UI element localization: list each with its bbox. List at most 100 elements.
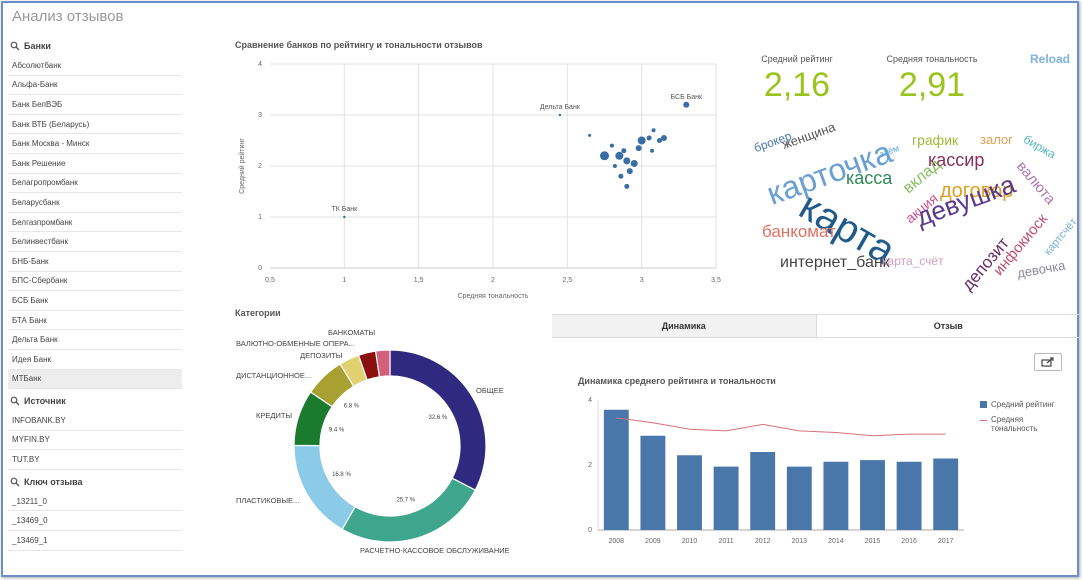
scatter-point-labeled[interactable] (683, 101, 690, 108)
rating-bar[interactable] (640, 435, 666, 530)
donut-slice[interactable] (374, 349, 391, 378)
filter-list-item[interactable]: Банк БелВЭБ (8, 95, 182, 115)
word-cloud-word[interactable]: интернет_банк (780, 254, 890, 271)
filter-list-item[interactable]: БНБ-Банк (8, 252, 182, 272)
scatter-point-label: БСБ Банк (671, 94, 703, 101)
legend-rating[interactable]: Средний рейтинг (980, 400, 1055, 409)
tab-dynamics[interactable]: Динамика (552, 315, 817, 337)
avg-tone-value: 2,91 (898, 66, 966, 104)
word-cloud-word[interactable]: договор (940, 180, 1014, 202)
word-cloud-word[interactable]: валюта (1012, 158, 1059, 208)
dynamics-bar-chart[interactable]: 0 2 4 2008 2009 2010 2011 2012 2013 2014 2015 2016 2… (560, 388, 970, 558)
scatter-point[interactable] (646, 135, 652, 141)
banks-filter-header[interactable]: Банки (8, 36, 182, 56)
word-cloud-word[interactable]: залог (980, 132, 1013, 147)
scatter-point[interactable] (624, 183, 630, 189)
filter-list-item[interactable]: Банк Москва - Минск (8, 134, 182, 154)
filter-list-item[interactable]: БПС-Сбербанк (8, 272, 182, 292)
rating-bar[interactable] (933, 458, 959, 531)
scatter-x-tick: 2,5 (562, 277, 572, 284)
reload-button[interactable]: Reload (1030, 52, 1071, 66)
filter-list-item[interactable]: Банк ВТБ (Беларусь) (8, 115, 182, 135)
scatter-point[interactable] (650, 148, 655, 153)
filter-list-item[interactable]: INFOBANK.BY (8, 411, 182, 431)
filter-list-item[interactable]: Абсолютбанк (8, 56, 182, 76)
word-cloud-word[interactable]: вклад (900, 156, 945, 198)
rating-bar[interactable] (603, 409, 629, 530)
scatter-point[interactable] (635, 145, 642, 152)
word-cloud[interactable]: брокер женщина карточка заём график залог бирж… (740, 110, 1080, 300)
export-button[interactable] (1034, 353, 1062, 371)
filter-list-item[interactable]: МТБанк (8, 369, 182, 390)
rating-bar[interactable] (823, 461, 849, 530)
scatter-title: Сравнение банков по рейтингу и тональнос… (235, 40, 483, 50)
filter-list-item[interactable]: _13469_0 (8, 511, 182, 532)
source-filter-header[interactable]: Источник (8, 391, 182, 411)
word-cloud-word[interactable]: женщина (780, 119, 838, 153)
bar-y-tick: 0 (588, 527, 592, 534)
review-key-list: _13211_0 _13469_0 _13469_1 (8, 492, 182, 551)
donut-category-label: ПЛАСТИКОВЫЕ... (236, 496, 299, 505)
scatter-y-tick: 1 (258, 214, 262, 221)
scatter-point[interactable] (630, 159, 638, 167)
word-cloud-word[interactable]: девочка (1016, 257, 1067, 281)
filter-list-item[interactable]: MYFIN.BY (8, 431, 182, 451)
filter-list-item[interactable]: Банк Решение (8, 154, 182, 174)
filter-list-item[interactable]: БСБ Банк (8, 291, 182, 311)
donut-category-label: ВАЛЮТНО-ОБМЕННЫЕ ОПЕРА... (236, 339, 355, 348)
scatter-point[interactable] (657, 138, 663, 143)
scatter-point[interactable] (600, 151, 609, 161)
word-cloud-word[interactable]: график (912, 132, 959, 148)
scatter-point[interactable] (626, 168, 633, 175)
tone-line[interactable] (616, 417, 946, 437)
word-cloud-word[interactable]: касса (846, 168, 893, 188)
word-cloud-word[interactable]: биржа (1021, 132, 1059, 162)
scatter-point[interactable] (618, 173, 624, 179)
rating-bar[interactable] (896, 461, 922, 530)
donut-slice[interactable] (293, 444, 356, 531)
filter-list-item[interactable]: Белгазпромбанк (8, 213, 182, 233)
scatter-point-labeled[interactable] (558, 113, 562, 117)
filter-list-item[interactable]: БТА Банк (8, 311, 182, 331)
search-icon (10, 41, 20, 51)
filter-list-item[interactable]: TUT.BY (8, 450, 182, 470)
rating-bar[interactable] (750, 452, 776, 530)
filter-list-item[interactable]: Белинвестбанк (8, 232, 182, 252)
banks-filter-title: Банки (24, 41, 51, 51)
app-title: Анализ отзывов (12, 8, 124, 25)
scatter-point[interactable] (615, 151, 624, 160)
bar-x-tick: 2008 (609, 538, 625, 545)
rating-bar[interactable] (677, 455, 702, 530)
filter-list-item[interactable]: Идея Банк (8, 350, 182, 370)
tab-review[interactable]: Отзыв (933, 321, 963, 331)
scatter-point[interactable] (651, 128, 656, 133)
filter-list-item[interactable]: Альфа-Банк (8, 76, 182, 96)
filter-list-item[interactable]: Белагропромбанк (8, 174, 182, 194)
scatter-x-tick: 3 (640, 277, 644, 284)
scatter-point[interactable] (660, 134, 667, 141)
word-cloud-word[interactable]: кассир (928, 150, 985, 170)
rating-bar[interactable] (786, 466, 812, 530)
scatter-point[interactable] (621, 148, 627, 154)
scatter-point[interactable] (637, 136, 646, 145)
filter-list-item[interactable]: _13211_0 (8, 492, 182, 512)
word-cloud-word[interactable]: карта_счёт (882, 254, 944, 268)
scatter-point[interactable] (612, 164, 617, 168)
scatter-point[interactable] (623, 157, 631, 165)
legend-tone[interactable]: Средняя тональность (980, 415, 1055, 433)
bar-x-tick: 2015 (865, 538, 881, 545)
scatter-point-labeled[interactable] (343, 215, 346, 219)
donut-slice[interactable] (341, 477, 477, 543)
rating-bar[interactable] (860, 460, 885, 530)
scatter-point[interactable] (588, 133, 592, 137)
banks-filter: Банки Абсолютбанк Альфа-Банк Банк БелВЭБ Ба… (8, 36, 182, 390)
rating-bar[interactable] (713, 466, 739, 530)
review-key-filter-header[interactable]: Ключ отзыва (8, 472, 182, 492)
word-cloud-word[interactable]: банкомат (762, 222, 836, 241)
filter-list-item[interactable]: Беларусбанк (8, 193, 182, 213)
scatter-point[interactable] (609, 143, 614, 148)
filter-list-item[interactable]: Дельта Банк (8, 330, 182, 350)
categories-donut-chart[interactable]: 32.6 % ОБЩЕЕ 25.7 % РАСЧЕТНО-КАССОВОЕ ОБСЛУ… (232, 320, 552, 570)
filter-list-item[interactable]: _13469_1 (8, 531, 182, 551)
scatter-chart[interactable]: 0,5 1 1,5 2 2,5 3 3,5 0 1 2 3 4 Средняя тональность С… (232, 54, 732, 304)
